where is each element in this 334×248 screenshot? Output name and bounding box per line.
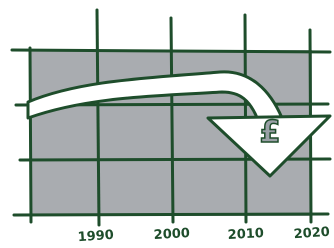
- illustration: £ 1990 2000 2010 2020: [0, 0, 334, 248]
- x-label: 2020: [293, 225, 330, 242]
- grid-line: [30, 48, 31, 222]
- x-label: 2010: [227, 226, 264, 243]
- grid-line: [97, 10, 99, 225]
- grid-line: [14, 214, 328, 215]
- pound-symbol: £: [260, 115, 281, 150]
- grid-line: [171, 18, 173, 222]
- x-label: 2000: [153, 226, 190, 243]
- x-label: 1990: [77, 228, 114, 245]
- page: {"x_axis": {"labels": ["1990", "2000", "…: [0, 0, 334, 248]
- grid-line: [12, 50, 330, 52]
